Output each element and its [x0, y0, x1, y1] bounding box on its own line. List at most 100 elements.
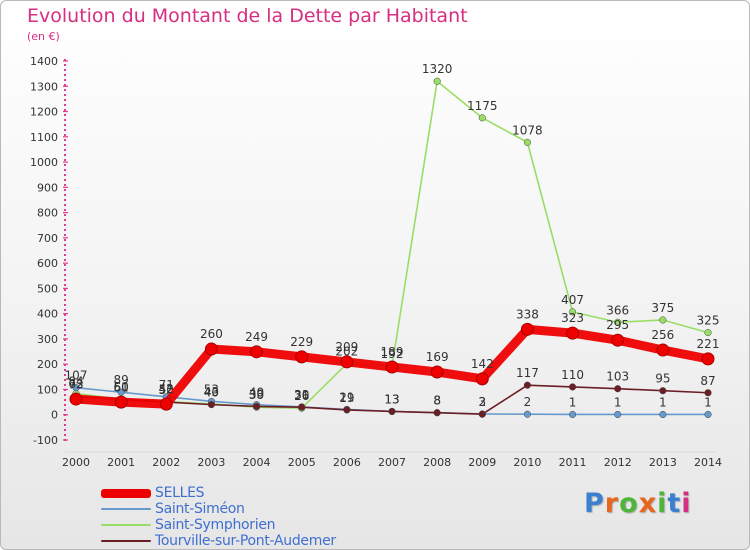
data-label: 89 — [114, 373, 129, 387]
data-label: 43 — [204, 385, 219, 399]
legend-item: Saint-Siméon — [101, 501, 431, 517]
data-point — [385, 360, 399, 374]
legend-item: Saint-Symphorien — [101, 517, 431, 533]
data-label: 42 — [159, 382, 174, 396]
logo-letter: r — [604, 488, 620, 519]
data-label: 221 — [697, 337, 720, 351]
data-label: 95 — [655, 372, 670, 386]
data-label: 50 — [114, 380, 129, 394]
x-tick-label: 2010 — [513, 456, 541, 469]
y-tick-label: 1100 — [30, 131, 58, 144]
data-label: 117 — [516, 366, 539, 380]
y-tick-label: 0 — [51, 409, 58, 422]
data-label: 256 — [651, 328, 674, 342]
data-point — [478, 114, 486, 122]
data-point — [704, 410, 712, 419]
data-label: 31 — [294, 388, 309, 402]
legend-label: SELLES — [155, 485, 205, 501]
data-label: 1 — [659, 395, 667, 409]
data-label: 84 — [68, 375, 83, 389]
data-label: 13 — [384, 392, 399, 406]
legend-swatch — [101, 508, 151, 510]
logo-letter: x — [638, 488, 658, 519]
chart-unit-label: (en €) — [27, 30, 60, 43]
data-point — [614, 385, 622, 393]
logo-letter: P — [584, 488, 605, 519]
data-label: 87 — [700, 374, 715, 388]
y-tick-label: 600 — [37, 257, 58, 270]
data-label: 2 — [478, 395, 486, 409]
data-label: 60 — [114, 381, 129, 395]
x-tick-label: 2007 — [378, 456, 406, 469]
data-label: 107 — [65, 369, 88, 383]
logo-letter: i — [681, 488, 692, 519]
data-label: 338 — [516, 307, 539, 321]
data-label: 110 — [561, 368, 584, 382]
legend-label: Tourville-sur-Pont-Audemer — [155, 533, 336, 549]
x-tick-label: 2012 — [604, 456, 632, 469]
data-point — [250, 345, 264, 359]
data-point — [701, 352, 715, 366]
data-label: 61 — [114, 380, 129, 394]
data-point — [207, 401, 215, 409]
data-label: 40 — [204, 386, 219, 400]
x-tick-label: 2005 — [288, 456, 316, 469]
x-tick-label: 2004 — [243, 456, 271, 469]
x-tick-label: 2002 — [152, 456, 180, 469]
data-label: 323 — [561, 311, 584, 325]
data-point — [343, 406, 351, 414]
y-tick-label: 1200 — [30, 106, 58, 119]
y-tick-label: 800 — [37, 207, 58, 220]
data-label: 295 — [606, 318, 629, 332]
data-label: 19 — [339, 391, 354, 405]
data-point — [204, 342, 218, 356]
data-point — [523, 410, 531, 418]
legend-label: Saint-Symphorien — [155, 517, 276, 533]
legend-swatch — [101, 488, 151, 498]
data-label: 142 — [471, 357, 494, 371]
data-label: 229 — [290, 335, 313, 349]
data-point — [69, 392, 83, 406]
logo-letter: i — [657, 488, 668, 519]
x-tick-label: 2003 — [197, 456, 225, 469]
data-label: 375 — [651, 301, 674, 315]
y-tick-label: 200 — [37, 358, 58, 371]
data-point — [611, 333, 625, 347]
data-point — [566, 326, 580, 340]
data-label: 73 — [68, 377, 83, 391]
data-label: 30 — [249, 388, 264, 402]
data-point — [478, 410, 486, 418]
data-point — [659, 410, 667, 419]
data-label: 366 — [606, 303, 629, 317]
data-point — [569, 308, 577, 316]
data-point — [704, 329, 712, 337]
x-tick-label: 2008 — [423, 456, 451, 469]
data-label: 21 — [339, 390, 354, 404]
data-point — [253, 402, 261, 410]
data-point — [340, 355, 354, 369]
y-tick-label: -100 — [33, 434, 58, 447]
data-label: 2 — [524, 395, 532, 409]
data-point — [569, 383, 577, 391]
logo-letter: o — [619, 488, 639, 519]
data-point — [295, 350, 309, 364]
data-point — [523, 138, 531, 146]
y-tick-label: 900 — [37, 181, 58, 194]
data-point — [569, 410, 577, 419]
data-label: 30 — [294, 388, 309, 402]
data-label: 1 — [569, 395, 577, 409]
data-label: 260 — [200, 327, 223, 341]
y-tick-label: 1000 — [30, 156, 58, 169]
data-point — [704, 389, 712, 397]
data-label: 1078 — [512, 123, 543, 137]
data-label: 8 — [433, 394, 441, 408]
data-label: 407 — [561, 293, 584, 307]
data-point — [659, 316, 667, 324]
x-tick-label: 2014 — [694, 456, 722, 469]
data-label: 169 — [426, 350, 449, 364]
data-point — [656, 343, 670, 357]
y-tick-label: 1300 — [30, 80, 58, 93]
data-point — [159, 397, 173, 411]
